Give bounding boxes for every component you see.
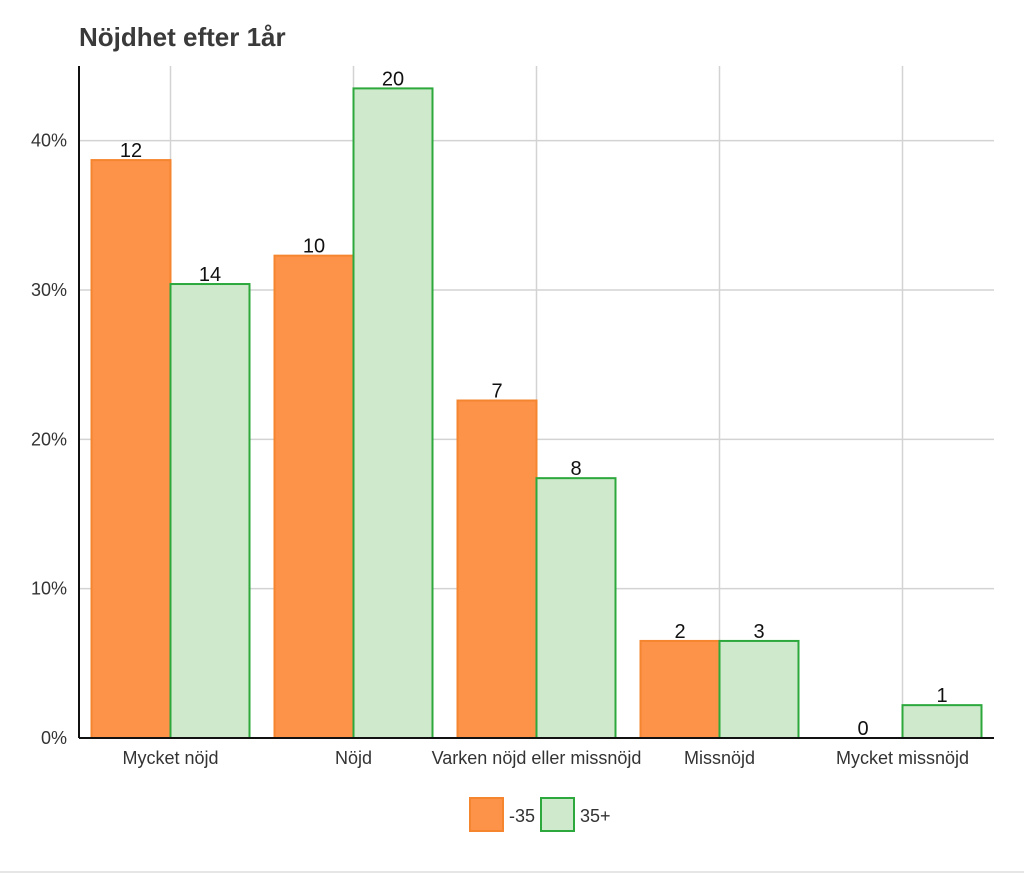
x-tick-label: Mycket missnöjd <box>836 748 969 768</box>
bar <box>273 254 355 740</box>
bar <box>718 639 800 740</box>
y-tick-label: 30% <box>31 280 67 300</box>
legend-swatch <box>540 797 575 832</box>
legend: -35 35+ <box>469 797 611 832</box>
x-tick-label: Varken nöjd eller missnöjd <box>432 748 642 768</box>
bar <box>535 477 617 739</box>
bar <box>352 87 434 739</box>
data-label: 1 <box>936 685 947 707</box>
chart-title: Nöjdhet efter 1år <box>79 22 286 52</box>
x-tick-label: Missnöjd <box>684 748 755 768</box>
data-label: 2 <box>674 621 685 643</box>
data-label: 12 <box>120 140 142 162</box>
data-label: 10 <box>303 236 325 258</box>
legend-swatch <box>469 797 504 832</box>
y-tick-label: 0% <box>41 728 67 748</box>
y-tick-label: 40% <box>31 131 67 151</box>
axes: 0% 10% 20% 30% 40% Mycket nöjd Nöjd Varken nöjd… <box>0 66 1024 873</box>
legend-label: 35+ <box>580 806 611 826</box>
x-tick-label: Nöjd <box>335 748 372 768</box>
data-label: 7 <box>491 381 502 403</box>
data-label: 3 <box>753 621 764 643</box>
data-label: 14 <box>199 264 221 286</box>
data-label: 8 <box>570 458 581 480</box>
legend-label: -35 <box>509 806 535 826</box>
bar <box>90 159 172 739</box>
x-tick-label: Mycket nöjd <box>122 748 218 768</box>
bar <box>456 399 538 739</box>
data-label: 20 <box>382 68 404 90</box>
bar <box>169 283 251 739</box>
y-tick-label: 10% <box>31 579 67 599</box>
y-tick-label: 20% <box>31 429 67 449</box>
bar <box>901 704 983 739</box>
bar <box>639 639 721 740</box>
data-label: 0 <box>857 718 868 740</box>
